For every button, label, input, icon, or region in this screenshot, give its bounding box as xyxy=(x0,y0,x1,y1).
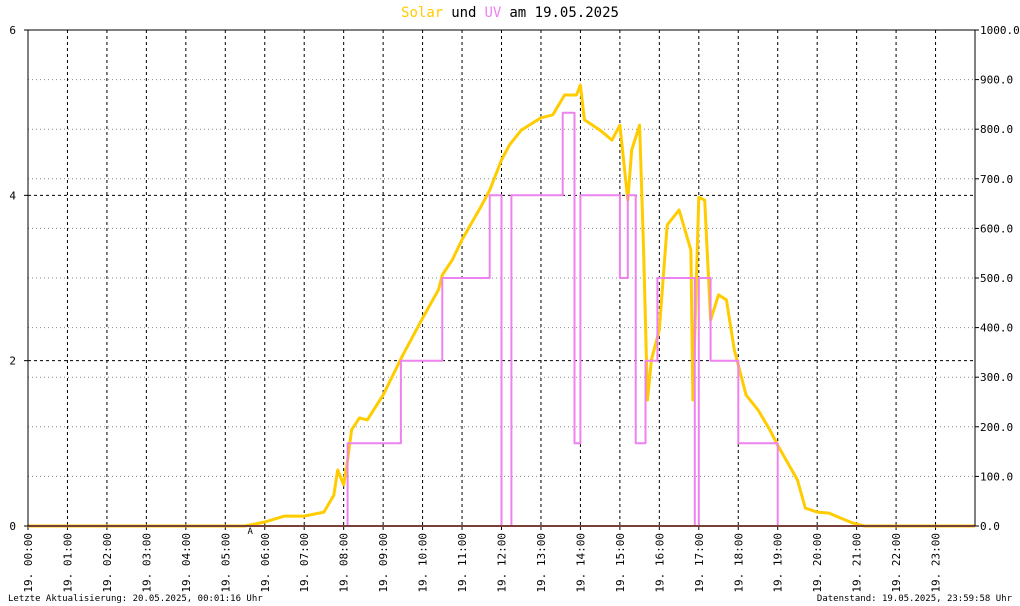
x-tick-label: 19. 00:00 xyxy=(22,533,35,593)
footer-right: Datenstand: 19.05.2025, 23:59:58 Uhr xyxy=(817,594,1013,604)
y2-tick-label: 500.0 xyxy=(980,272,1013,285)
x-tick-label: 19. 01:00 xyxy=(61,533,74,593)
footer-left: Letzte Aktualisierung: 20.05.2025, 00:01… xyxy=(8,594,263,604)
y2-tick-label: 900.0 xyxy=(980,74,1013,87)
title-segment: und xyxy=(451,5,476,21)
x-tick-label: 19. 05:00 xyxy=(219,533,232,593)
y-tick-label: 2 xyxy=(9,355,16,368)
series-line xyxy=(28,83,975,528)
y2-tick-label: 0.0 xyxy=(980,520,1000,533)
y2-tick-label: 400.0 xyxy=(980,322,1013,335)
x-tick-label: 19. 19:00 xyxy=(772,533,785,593)
x-tick-label: 19. 12:00 xyxy=(496,533,509,593)
x-tick-label: 19. 18:00 xyxy=(732,533,745,593)
y-tick-label: 4 xyxy=(9,189,16,202)
x-tick-label: 19. 06:00 xyxy=(259,533,272,593)
x-tick-label: 19. 22:00 xyxy=(890,533,903,593)
title-segment: am 19.05.2025 xyxy=(509,5,619,21)
y2-tick-label: 800.0 xyxy=(980,123,1013,136)
x-tick-label: 19. 11:00 xyxy=(456,533,469,593)
y2-tick-label: 1000.0 xyxy=(980,24,1020,37)
x-tick-label: 19. 08:00 xyxy=(338,533,351,593)
x-tick-label: 19. 02:00 xyxy=(101,533,114,593)
y-tick-label: 0 xyxy=(9,520,16,533)
title-segment: UV xyxy=(485,5,502,21)
y2-tick-label: 300.0 xyxy=(980,371,1013,384)
x-tick-label: 19. 07:00 xyxy=(298,533,311,593)
x-tick-label: 19. 21:00 xyxy=(851,533,864,593)
plot-frame xyxy=(27,29,976,527)
y-tick-label: 6 xyxy=(9,24,16,37)
x-tick-label: 19. 17:00 xyxy=(693,533,706,593)
x-tick-label: 19. 13:00 xyxy=(535,533,548,593)
x-tick-label: 19. 23:00 xyxy=(930,533,943,593)
x-tick-label: 19. 14:00 xyxy=(574,533,587,593)
y2-tick-label: 100.0 xyxy=(980,470,1013,483)
x-tick-label: 19. 03:00 xyxy=(140,533,153,593)
x-tick-label: 19. 15:00 xyxy=(614,533,627,593)
series-line xyxy=(28,111,975,527)
x-tick-label: 19. 16:00 xyxy=(653,533,666,593)
x-tick-label: 19. 09:00 xyxy=(377,533,390,593)
annotation: A xyxy=(247,527,253,537)
y2-tick-label: 600.0 xyxy=(980,222,1013,235)
y2-tick-label: 700.0 xyxy=(980,173,1013,186)
chart-title: Solar und UV am 19.05.2025 xyxy=(401,5,619,21)
x-tick-label: 19. 10:00 xyxy=(417,533,430,593)
title-segment: Solar xyxy=(401,5,443,21)
x-tick-label: 19. 04:00 xyxy=(180,533,193,593)
y2-tick-label: 200.0 xyxy=(980,421,1013,434)
x-tick-label: 19. 20:00 xyxy=(811,533,824,593)
